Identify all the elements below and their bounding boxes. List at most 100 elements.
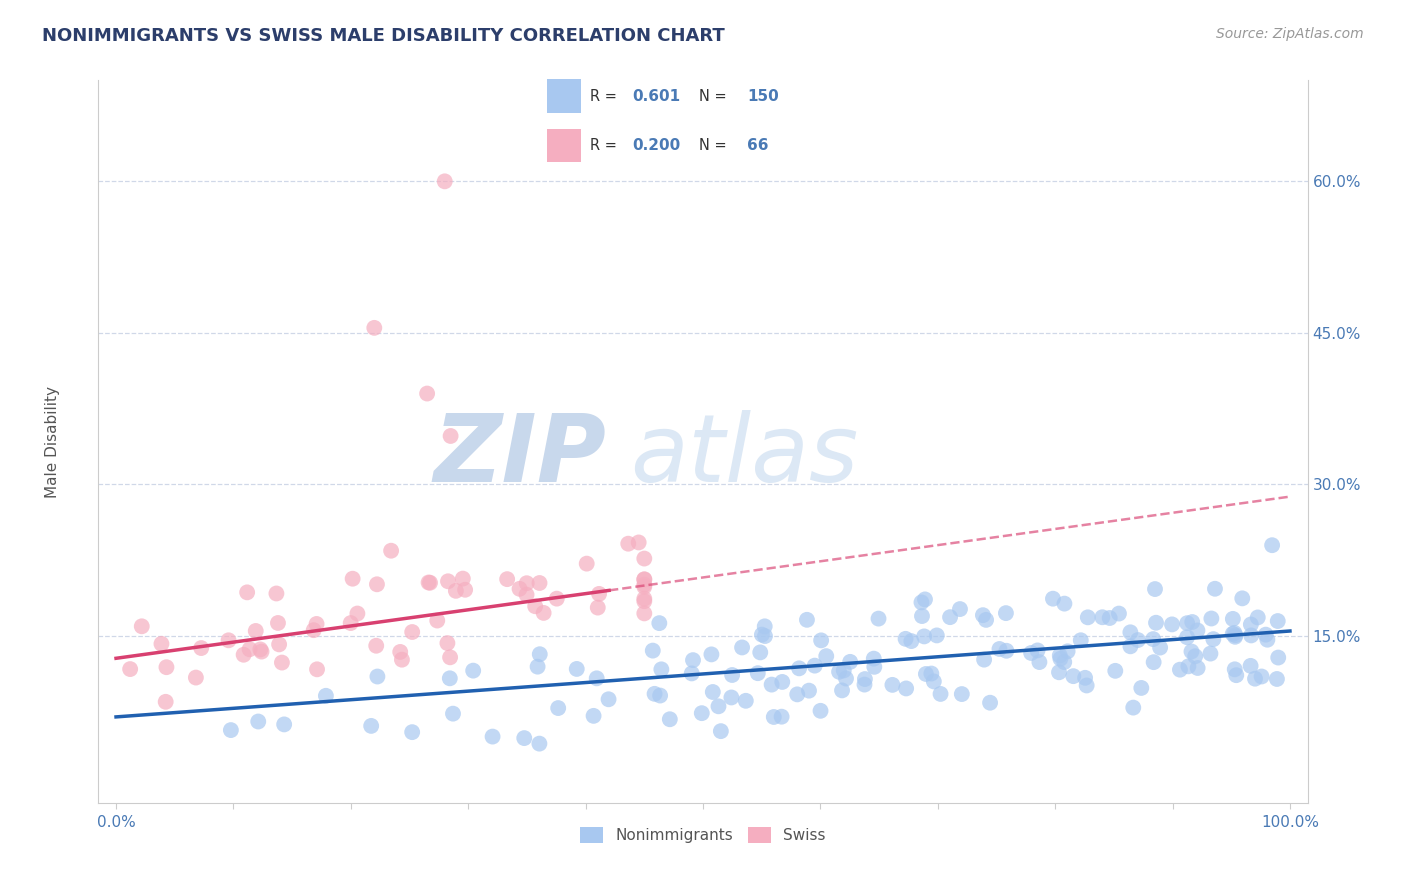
Text: R =: R = bbox=[589, 138, 621, 153]
Point bbox=[707, 699, 730, 714]
Text: 66: 66 bbox=[747, 138, 768, 153]
Point bbox=[302, 623, 325, 637]
Point bbox=[1144, 615, 1167, 630]
Point bbox=[247, 714, 270, 729]
Point bbox=[1149, 640, 1171, 655]
Point bbox=[1223, 662, 1246, 676]
Point bbox=[988, 642, 1011, 657]
Point bbox=[271, 656, 294, 670]
Point bbox=[1074, 671, 1097, 685]
Point bbox=[911, 609, 934, 624]
Bar bbox=[547, 79, 581, 112]
Point bbox=[658, 712, 681, 726]
Point bbox=[1126, 633, 1149, 648]
Point bbox=[565, 662, 588, 676]
Point bbox=[342, 572, 364, 586]
Point bbox=[1026, 643, 1049, 657]
Point bbox=[972, 608, 994, 623]
Legend: Nonimmigrants, Swiss: Nonimmigrants, Swiss bbox=[574, 822, 832, 849]
Point bbox=[416, 386, 439, 401]
Point bbox=[426, 614, 449, 628]
Point bbox=[1119, 625, 1142, 640]
Point bbox=[754, 629, 776, 643]
Point bbox=[754, 619, 776, 633]
Point bbox=[831, 683, 853, 698]
Point bbox=[1187, 661, 1209, 675]
Point bbox=[546, 591, 568, 606]
Point bbox=[894, 632, 917, 646]
Point bbox=[914, 592, 936, 607]
Text: R =: R = bbox=[589, 88, 621, 103]
Point bbox=[650, 662, 672, 676]
Point bbox=[1222, 627, 1244, 641]
Text: atlas: atlas bbox=[630, 410, 859, 501]
Point bbox=[433, 174, 456, 188]
Point bbox=[389, 645, 412, 659]
Point bbox=[249, 642, 271, 657]
Point bbox=[1042, 591, 1064, 606]
Point bbox=[439, 429, 461, 443]
Point bbox=[1223, 630, 1246, 644]
Text: 0.200: 0.200 bbox=[633, 138, 681, 153]
Point bbox=[1119, 640, 1142, 654]
Point bbox=[1240, 617, 1263, 632]
Point bbox=[451, 572, 474, 586]
Point bbox=[1019, 646, 1042, 660]
Point bbox=[770, 709, 793, 723]
Point bbox=[588, 587, 610, 601]
Point bbox=[360, 719, 382, 733]
Point bbox=[950, 687, 973, 701]
Point bbox=[786, 687, 808, 701]
Point bbox=[366, 669, 388, 683]
Point bbox=[900, 634, 922, 648]
Text: 150: 150 bbox=[747, 88, 779, 103]
Point bbox=[710, 724, 733, 739]
Point bbox=[401, 625, 423, 640]
Point bbox=[339, 615, 361, 630]
Point bbox=[1108, 607, 1130, 621]
Point bbox=[245, 624, 267, 638]
Point bbox=[150, 637, 173, 651]
Point bbox=[979, 696, 1001, 710]
Point bbox=[1049, 648, 1071, 663]
Point bbox=[853, 677, 876, 691]
Point bbox=[973, 653, 995, 667]
Point bbox=[1201, 611, 1223, 625]
Point bbox=[702, 685, 724, 699]
Point bbox=[526, 659, 548, 673]
Point bbox=[1180, 644, 1202, 658]
Point bbox=[1053, 655, 1076, 669]
Point bbox=[380, 543, 402, 558]
Point bbox=[862, 651, 884, 665]
Point bbox=[547, 701, 569, 715]
Point bbox=[912, 629, 935, 643]
Point bbox=[1049, 651, 1071, 665]
Point bbox=[1168, 663, 1191, 677]
Point bbox=[1250, 669, 1272, 683]
Text: NONIMMIGRANTS VS SWISS MALE DISABILITY CORRELATION CHART: NONIMMIGRANTS VS SWISS MALE DISABILITY C… bbox=[42, 27, 725, 45]
Point bbox=[529, 576, 551, 591]
Point bbox=[644, 687, 666, 701]
Point bbox=[582, 709, 605, 723]
Point bbox=[1143, 582, 1166, 596]
Point bbox=[250, 644, 273, 658]
Point bbox=[524, 599, 547, 614]
Point bbox=[1142, 632, 1164, 646]
Point bbox=[598, 692, 620, 706]
Point bbox=[315, 689, 337, 703]
Point bbox=[155, 660, 177, 674]
Point bbox=[120, 662, 142, 676]
Point bbox=[633, 594, 655, 608]
Point bbox=[1261, 538, 1284, 552]
Point bbox=[1244, 672, 1267, 686]
Point bbox=[633, 572, 655, 586]
Point bbox=[1077, 610, 1099, 624]
Point bbox=[155, 695, 177, 709]
Point bbox=[762, 710, 785, 724]
Text: N =: N = bbox=[699, 88, 731, 103]
Point bbox=[929, 687, 952, 701]
Point bbox=[575, 557, 598, 571]
Point bbox=[650, 689, 672, 703]
Point bbox=[882, 678, 904, 692]
Point bbox=[1232, 591, 1254, 606]
